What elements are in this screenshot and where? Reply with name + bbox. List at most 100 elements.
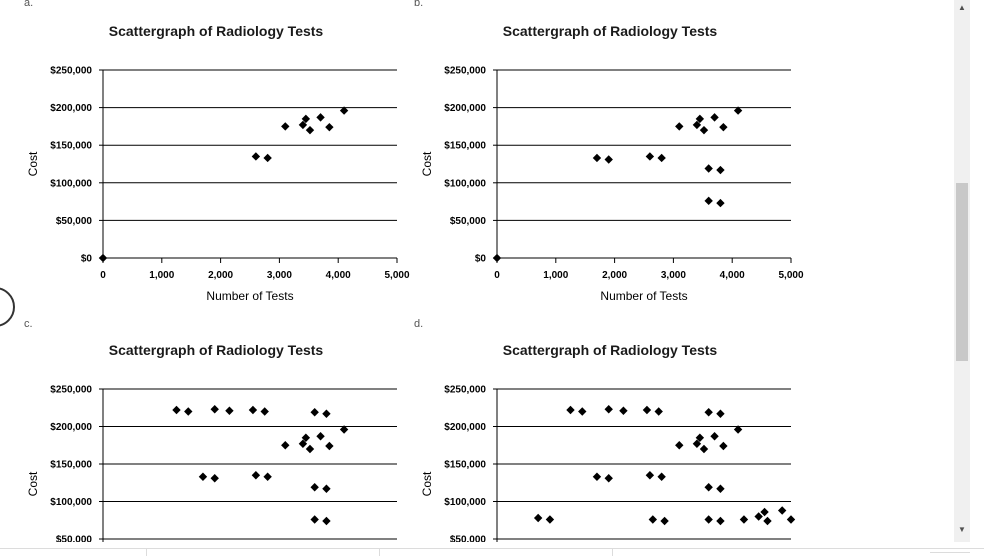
data-point <box>642 405 652 415</box>
data-point <box>777 506 787 515</box>
data-point <box>699 444 709 454</box>
y-tick-label: $50,000 <box>450 535 487 546</box>
data-point <box>704 196 713 206</box>
data-point <box>316 432 325 441</box>
data-point <box>578 407 587 416</box>
data-point <box>604 474 613 483</box>
y-tick-label: $150,000 <box>50 141 92 152</box>
y-axis-label: Cost <box>420 151 434 176</box>
x-axis-label: Number of Tests <box>600 289 687 303</box>
y-axis-label: Cost <box>26 151 40 176</box>
scattergraph-c: Scattergraph of Radiology Tests Cost $50… <box>26 342 397 542</box>
y-tick-label: $150,000 <box>444 460 486 471</box>
data-point <box>695 433 705 442</box>
y-axis-label: Cost <box>420 471 434 496</box>
data-point <box>716 484 725 493</box>
option-label-a: a. <box>24 0 34 9</box>
scattergraph-a: Scattergraph of Radiology Tests Cost Num… <box>26 23 410 303</box>
x-tick-label: 1,000 <box>543 270 568 281</box>
data-point <box>763 516 772 526</box>
data-point <box>298 439 308 448</box>
data-point <box>704 483 713 492</box>
x-tick-label: 2,000 <box>208 270 233 281</box>
data-point <box>619 406 628 415</box>
data-point <box>716 198 725 208</box>
data-point <box>98 253 108 263</box>
data-point <box>322 484 331 493</box>
scattergraph-d: Scattergraph of Radiology Tests Cost $50… <box>420 342 796 546</box>
y-tick-label: $50,000 <box>56 216 93 227</box>
data-point <box>675 441 684 450</box>
x-tick-label: 3,000 <box>267 270 292 281</box>
y-tick-label: $150,000 <box>50 460 92 471</box>
chart-title: Scattergraph of Radiology Tests <box>109 23 324 39</box>
data-point <box>710 113 719 122</box>
x-tick-label: 5,000 <box>384 270 409 281</box>
y-tick-label: $200,000 <box>50 103 92 114</box>
y-axis-label: Cost <box>26 471 40 496</box>
data-point <box>322 409 331 418</box>
x-tick-label: 5,000 <box>778 270 803 281</box>
data-point <box>301 433 311 442</box>
divider-tick <box>612 548 613 556</box>
data-point <box>210 474 219 483</box>
data-point <box>592 472 602 481</box>
data-point <box>719 122 728 132</box>
data-point <box>719 441 728 451</box>
data-point <box>760 507 769 517</box>
y-tick-label: $100,000 <box>50 178 92 189</box>
divider <box>0 548 984 549</box>
option-label-b: b. <box>414 0 424 9</box>
data-point <box>592 153 602 163</box>
y-tick-label: $100,000 <box>444 178 486 189</box>
data-point <box>645 471 655 480</box>
scroll-up-arrow-icon[interactable]: ▲ <box>958 3 966 12</box>
data-point <box>305 444 315 454</box>
data-point <box>695 114 705 124</box>
chart-title: Scattergraph of Radiology Tests <box>503 342 718 358</box>
x-tick-label: 1,000 <box>149 270 174 281</box>
x-tick-label: 3,000 <box>661 270 686 281</box>
data-point <box>754 512 763 521</box>
x-tick-label: 4,000 <box>326 270 351 281</box>
data-point <box>225 406 234 415</box>
chart-title: Scattergraph of Radiology Tests <box>503 23 718 39</box>
data-point <box>260 407 269 416</box>
data-point <box>310 483 319 492</box>
x-tick-label: 2,000 <box>602 270 627 281</box>
data-point <box>675 122 684 131</box>
data-point <box>716 409 725 418</box>
data-point <box>786 515 796 524</box>
y-tick-label: $100,000 <box>50 497 92 508</box>
data-point <box>654 407 663 416</box>
data-point <box>184 407 193 416</box>
scroll-down-arrow-icon[interactable]: ▼ <box>958 525 966 534</box>
data-point <box>301 114 311 124</box>
data-point <box>263 472 272 481</box>
y-tick-label: $250,000 <box>444 66 486 77</box>
y-tick-label: $250,000 <box>50 385 92 396</box>
y-tick-label: $250,000 <box>444 385 486 396</box>
data-point <box>645 152 655 161</box>
x-tick-label: 0 <box>494 270 500 281</box>
data-point <box>660 516 669 526</box>
data-point <box>699 125 709 135</box>
data-point <box>648 515 658 524</box>
data-point <box>604 405 613 414</box>
data-point <box>210 405 219 414</box>
y-tick-label: $150,000 <box>444 141 486 152</box>
y-tick-label: $200,000 <box>50 422 92 433</box>
data-point <box>339 425 349 434</box>
data-point <box>704 164 713 173</box>
scrollbar-thumb[interactable] <box>956 183 968 361</box>
data-point <box>310 515 319 524</box>
data-point <box>325 122 334 132</box>
y-tick-label: $50,000 <box>450 216 487 227</box>
data-point <box>739 515 749 524</box>
divider-tick <box>379 548 380 556</box>
divider-tick <box>930 552 970 553</box>
x-tick-label: 0 <box>100 270 106 281</box>
data-point <box>339 106 349 115</box>
y-tick-label: $200,000 <box>444 422 486 433</box>
data-point <box>710 432 719 441</box>
